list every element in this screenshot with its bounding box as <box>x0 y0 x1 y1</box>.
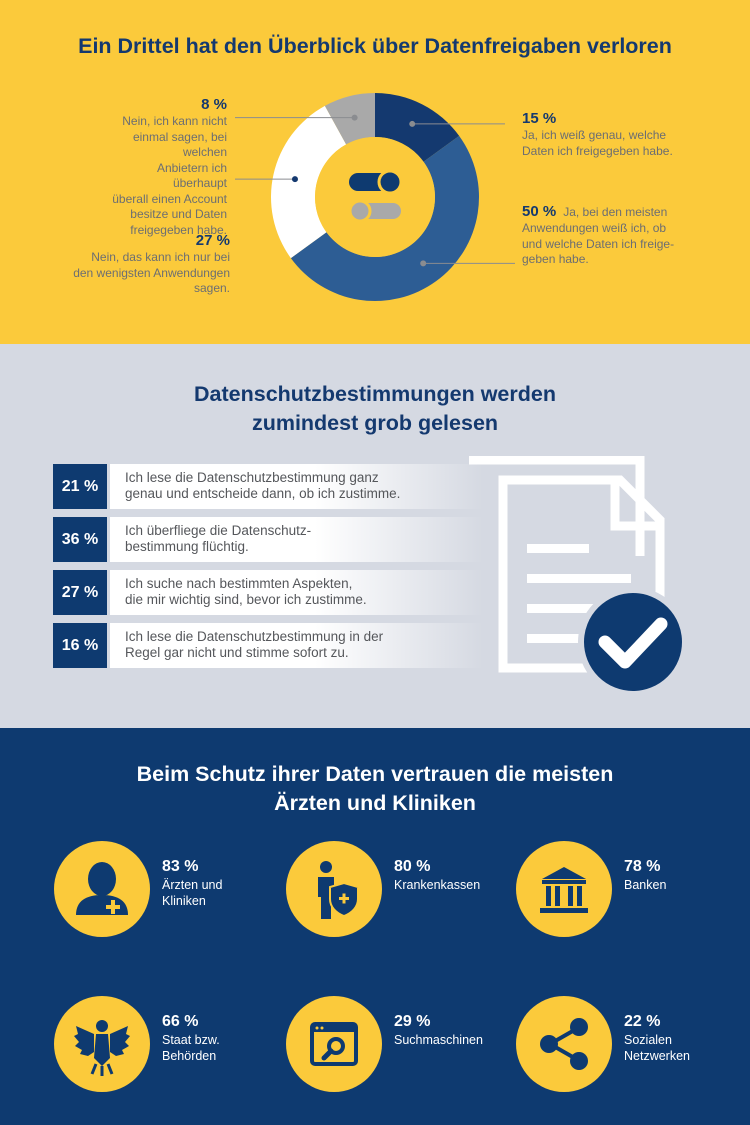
trust-item-social: 22 % Sozialen Netzwerken <box>516 996 746 1092</box>
trust-pct: 66 % <box>162 1013 199 1030</box>
policy-section: Datenschutzbestimmungen werden zumindest… <box>0 344 750 728</box>
leader-dot <box>420 260 427 267</box>
slice-label-15: 15 % Ja, ich weiß genau, welche Daten ic… <box>522 110 712 159</box>
trust-pct: 80 % <box>394 858 431 875</box>
trust-item-insurance: 80 % Krankenkassen <box>286 841 516 937</box>
trust-label: Sozialen Netzwerken <box>624 1033 690 1063</box>
slice-pct-15: 15 % <box>522 110 557 127</box>
policy-text: Ich suche nach bestimmten Aspekten, die … <box>110 570 483 615</box>
slice-text-27: Nein, das kann ich nur bei den wenigsten… <box>73 250 230 295</box>
insurance-shield-icon <box>286 841 382 937</box>
search-window-icon <box>286 996 382 1092</box>
donut-chart <box>235 93 515 301</box>
slice-label-27: 27 % Nein, das kann ich nur bei den weni… <box>70 232 230 297</box>
donut-section: Ein Drittel hat den Überblick über Daten… <box>0 0 750 344</box>
slice-text-8: Nein, ich kann nicht einmal sagen, bei w… <box>112 114 227 237</box>
trust-pct: 29 % <box>394 1013 431 1030</box>
bank-icon <box>516 841 612 937</box>
toggle-switch-icon <box>348 169 403 223</box>
slice-50 <box>290 135 480 301</box>
slice-label-50: 50 % Ja, bei den meisten Anwendungen wei… <box>522 203 712 268</box>
donut-hole <box>315 137 435 257</box>
document-check-icon <box>469 456 688 696</box>
trust-item-search: 29 % Suchmaschinen <box>286 996 516 1092</box>
trust-pct: 78 % <box>624 858 661 875</box>
trust-label: Krankenkassen <box>394 878 481 892</box>
leader-dot <box>351 114 358 121</box>
trust-label: Ärzten und Kliniken <box>162 878 223 908</box>
policy-pct: 36 % <box>53 517 107 562</box>
slice-label-8: 8 % Nein, ich kann nicht einmal sagen, b… <box>105 96 227 238</box>
slice-pct-27: 27 % <box>195 232 230 249</box>
leader-dot <box>291 176 298 183</box>
trust-pct: 22 % <box>624 1013 661 1030</box>
slice-pct-8: 8 % <box>201 96 227 113</box>
policy-pct: 21 % <box>53 464 107 509</box>
trust-item-state: 66 % Staat bzw. Behörden <box>54 996 284 1092</box>
eagle-icon <box>54 996 150 1092</box>
trust-section: Beim Schutz ihrer Daten vertrauen die me… <box>0 728 750 1125</box>
slice-text-15: Ja, ich weiß genau, welche Daten ich fre… <box>522 128 673 158</box>
doctor-icon <box>54 841 150 937</box>
slice-text-50: Anwendungen weiß ich, ob und welche Date… <box>522 221 675 266</box>
policy-pct: 16 % <box>53 623 107 668</box>
leader-dot <box>409 120 416 127</box>
policy-text: Ich lese die Datenschutzbestimmung ganz … <box>110 464 483 509</box>
policy-text: Ich überfliege die Datenschutz- bestimmu… <box>110 517 483 562</box>
slice-15 <box>375 93 460 162</box>
trust-label: Staat bzw. Behörden <box>162 1033 220 1063</box>
slice-8 <box>324 93 375 145</box>
policy-pct: 27 % <box>53 570 107 615</box>
policy-row: 27 % Ich suche nach bestimmten Aspekten,… <box>53 570 483 615</box>
share-icon <box>516 996 612 1092</box>
policy-title: Datenschutzbestimmungen werden zumindest… <box>194 382 556 435</box>
donut-title: Ein Drittel hat den Überblick über Daten… <box>78 34 672 58</box>
slice-pct-50: 50 % <box>522 203 557 220</box>
trust-title: Beim Schutz ihrer Daten vertrauen die me… <box>136 762 614 815</box>
trust-pct: 83 % <box>162 858 199 875</box>
policy-row: 36 % Ich überfliege die Datenschutz- bes… <box>53 517 483 562</box>
policy-row: 21 % Ich lese die Datenschutzbestimmung … <box>53 464 483 509</box>
trust-item-banks: 78 % Banken <box>516 841 746 937</box>
slice-27 <box>271 105 347 259</box>
trust-item-doctors: 83 % Ärzten und Kliniken <box>54 841 284 937</box>
policy-text: Ich lese die Datenschutzbestimmung in de… <box>110 623 483 668</box>
trust-label: Suchmaschinen <box>394 1033 483 1047</box>
trust-label: Banken <box>624 878 667 892</box>
policy-row: 16 % Ich lese die Datenschutzbestimmung … <box>53 623 483 668</box>
